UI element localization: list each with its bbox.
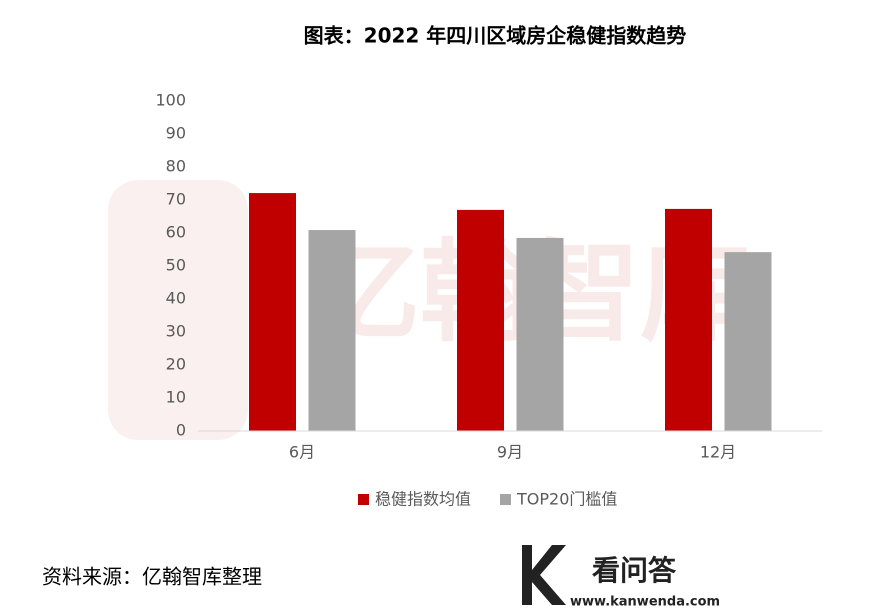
logo-icon (522, 545, 566, 605)
y-tick-label: 10 (166, 388, 186, 407)
y-tick-label: 30 (166, 322, 186, 341)
legend-swatch (358, 494, 369, 505)
source: 资料来源：亿翰智库整理 (42, 565, 262, 589)
y-tick-label: 40 (166, 289, 186, 308)
y-tick-label: 90 (166, 124, 186, 143)
legend-label: 稳健指数均值 (375, 490, 471, 509)
legend-label: TOP20门槛值 (516, 490, 617, 509)
bar (516, 237, 564, 431)
chart-title: 图表：2022 年四川区域房企稳健指数趋势 (304, 24, 687, 48)
y-tick-label: 20 (166, 355, 186, 374)
x-tick-label: 12月 (700, 443, 736, 462)
legend-swatch (500, 494, 511, 505)
bar (249, 193, 296, 431)
y-tick-label: 60 (166, 223, 186, 242)
watermark-seal (108, 180, 248, 440)
y-tick-label: 100 (155, 91, 186, 110)
logo-url: www.kanwenda.com (570, 595, 720, 610)
y-tick-label: 70 (166, 190, 186, 209)
x-tick-label: 9月 (497, 443, 523, 462)
bar (457, 209, 504, 431)
y-tick-label: 80 (166, 157, 186, 176)
logo-text: 看问答 (592, 554, 677, 587)
bar (724, 252, 772, 431)
bar (665, 208, 712, 431)
y-tick-label: 0 (176, 421, 186, 440)
y-tick-label: 50 (166, 256, 186, 275)
x-tick-label: 6月 (289, 443, 315, 462)
bar (308, 230, 356, 431)
